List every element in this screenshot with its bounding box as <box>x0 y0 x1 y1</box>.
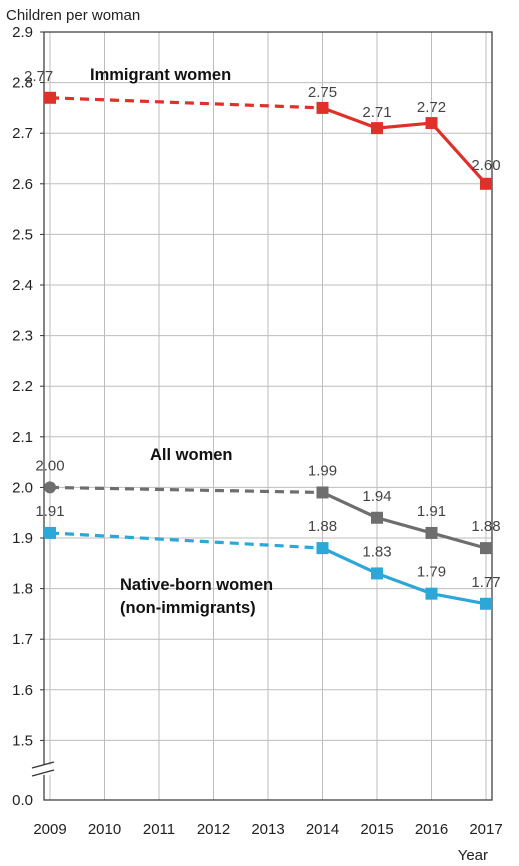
data-label: 1.77 <box>471 574 500 591</box>
y-tick-label: 2.2 <box>12 378 33 395</box>
y-axis-title: Children per woman <box>6 7 140 24</box>
x-tick-label: 2010 <box>88 821 121 838</box>
data-point <box>371 567 383 580</box>
data-point <box>480 597 492 610</box>
data-point <box>371 122 383 135</box>
gridlines <box>44 32 492 800</box>
y-tick-label: 2.8 <box>12 75 33 92</box>
y-tick-label: 1.6 <box>12 682 33 699</box>
y-tick-label: 1.5 <box>12 732 33 749</box>
data-label: 1.91 <box>417 503 446 520</box>
x-tick-label: 2014 <box>306 821 339 838</box>
x-tick-label: 2013 <box>251 821 284 838</box>
axis-break-mark <box>31 761 55 769</box>
data-label: 1.88 <box>471 518 500 535</box>
series-line-solid-0 <box>321 106 488 185</box>
series-line-dashed-0 <box>49 96 323 110</box>
series-name-label: All women <box>150 446 233 464</box>
data-label: 1.91 <box>35 503 64 520</box>
x-tick-label: 2009 <box>33 821 66 838</box>
y-tick-label: 1.7 <box>12 631 33 648</box>
y-tick-label: 2.6 <box>12 176 33 193</box>
data-point <box>316 101 329 114</box>
series-line-solid-1 <box>321 491 487 550</box>
data-point <box>480 177 492 190</box>
x-tick-label: 2017 <box>469 821 502 838</box>
y-tick-label: 2.9 <box>12 24 33 41</box>
y-tick-label: 2.7 <box>12 125 33 142</box>
data-point <box>316 542 329 555</box>
data-label: 1.79 <box>417 564 446 581</box>
series-name-label: Immigrant women <box>90 66 231 84</box>
y-tick-label: 2.1 <box>12 429 33 446</box>
data-point <box>44 91 56 104</box>
data-label: 2.71 <box>362 104 391 121</box>
y-tick-label: 2.5 <box>12 226 33 243</box>
axis-break-gap <box>36 765 52 775</box>
data-label: 2.60 <box>471 157 500 174</box>
data-label: 2.77 <box>24 68 53 85</box>
series-line-dashed-2 <box>49 531 323 550</box>
data-point <box>425 117 438 130</box>
plot-frame <box>43 31 493 801</box>
data-label: 1.99 <box>308 462 337 479</box>
series-line-dashed-1 <box>49 485 323 495</box>
series-line-solid-2 <box>321 546 487 606</box>
data-point <box>44 481 56 494</box>
data-labels: 2.77 2.75 2.71 2.72 2.60 Immigrant women 2.00 1… <box>24 66 501 617</box>
y-tick-label: 2.0 <box>12 479 33 496</box>
x-tick-label: 2015 <box>360 821 393 838</box>
y-tick-label: 1.8 <box>12 581 33 598</box>
x-tick-label: 2016 <box>415 821 448 838</box>
x-axis-title: Year <box>458 847 488 864</box>
y-tick-label: 2.4 <box>12 277 33 294</box>
y-tick-label: 1.9 <box>12 530 33 547</box>
data-point <box>316 486 329 499</box>
data-label: 1.88 <box>308 518 337 535</box>
series-lines <box>44 91 492 610</box>
x-tick-label: 2012 <box>197 821 230 838</box>
x-tick-label: 2011 <box>143 821 175 838</box>
data-label: 2.00 <box>35 457 64 474</box>
data-point <box>425 526 438 539</box>
data-point <box>371 511 383 524</box>
data-point <box>425 587 438 600</box>
data-point <box>480 542 492 555</box>
data-label: 1.83 <box>362 543 391 560</box>
y-tick-label: 2.3 <box>12 328 33 345</box>
series-name-label: Native-born women (non-immigrants) <box>120 576 273 617</box>
data-label: 1.94 <box>362 488 391 505</box>
axes: 0.01.51.61.71.81.92.02.12.22.32.42.52.62… <box>12 24 503 838</box>
axis-break-mark <box>31 769 55 777</box>
y-tick-label: 0.0 <box>12 792 33 809</box>
data-point <box>44 526 56 539</box>
data-label: 2.72 <box>417 99 446 116</box>
data-label: 2.75 <box>308 84 337 101</box>
